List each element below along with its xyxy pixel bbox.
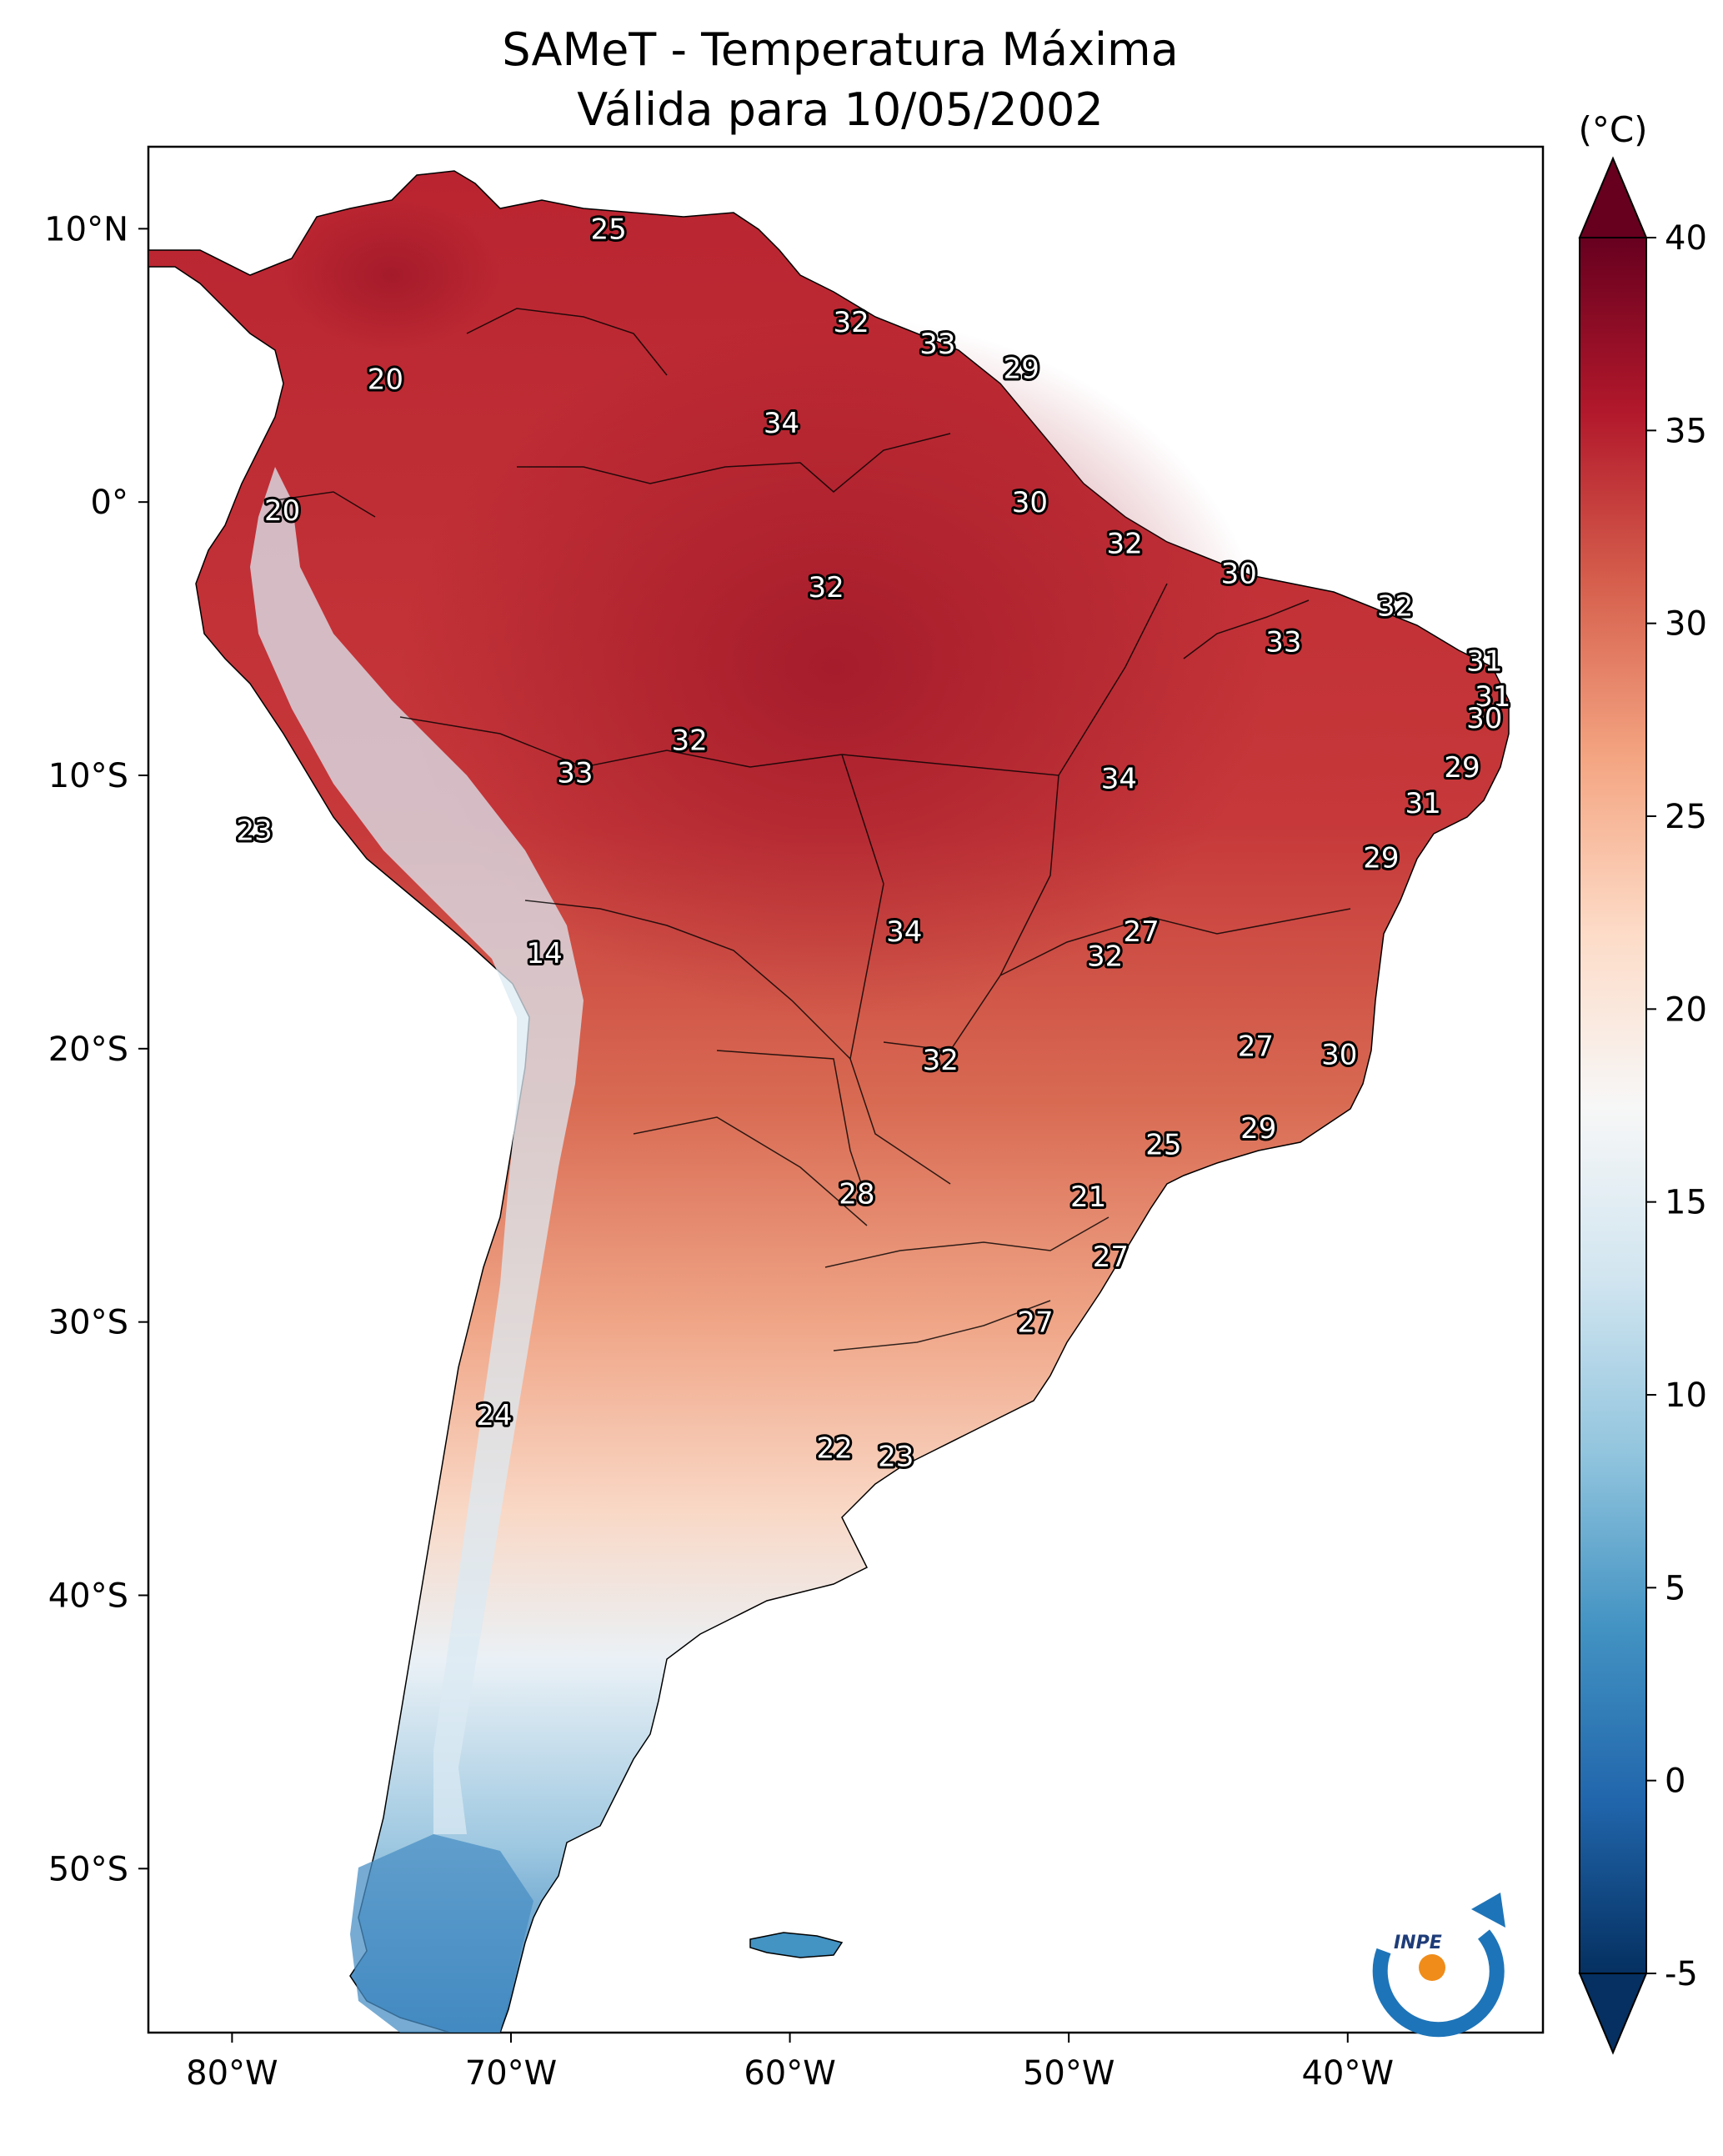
inpe-logo-dot [1419, 1954, 1445, 1981]
station-temperature-label: 34 [764, 407, 799, 440]
station-temperature-label: 32 [1106, 527, 1142, 560]
station-temperature-label: 27 [1093, 1241, 1129, 1274]
x-tick-label: 40°W [1302, 2054, 1394, 2093]
station-temperature-label: 14 [526, 937, 562, 970]
station-temperature-label: 20 [368, 364, 403, 397]
y-tick-label: 20°S [48, 1030, 128, 1069]
inpe-logo-arc [1372, 1929, 1505, 2038]
y-tick-label: 10°S [48, 757, 128, 795]
station-temperature-label: 30 [1321, 1038, 1357, 1071]
station-temperature-label: 30 [1221, 557, 1257, 590]
station-temperature-label: 30 [1466, 702, 1502, 735]
station-temperature-label: 30 [1012, 486, 1048, 519]
x-tick-label: 50°W [1023, 2054, 1114, 2093]
patagonia-cold [350, 1834, 533, 2033]
station-temperature-label: 27 [1238, 1030, 1274, 1064]
station-temperature-label: 25 [590, 213, 626, 246]
y-tick-label: 10°N [44, 210, 128, 248]
inpe-logo-arrow [1471, 1893, 1505, 1928]
station-temperature-label: 32 [1087, 940, 1123, 973]
inpe-logo: INPE [1372, 1893, 1505, 2038]
y-tick-label: 30°S [48, 1304, 128, 1342]
colorbar-tick-label: 25 [1665, 798, 1707, 836]
colorbar-tick-label: 10 [1665, 1376, 1707, 1415]
colorbar-unit: (°C) [1578, 109, 1647, 150]
station-temperature-label: 28 [839, 1178, 874, 1211]
station-temperature-label: 34 [1101, 762, 1137, 795]
station-temperature-label: 33 [919, 328, 955, 361]
colorbar-tick-label: 40 [1665, 219, 1707, 258]
station-temperature-label: 27 [1124, 915, 1160, 949]
station-temperature-label: 31 [1475, 680, 1510, 714]
station-temperature-label: 33 [1265, 625, 1301, 659]
station-temperature-label: 32 [834, 306, 869, 339]
colorbar-extend-bottom [1578, 1973, 1648, 2055]
y-axis: 10°N 0° 10°S 20°S 30°S 40°S 50°S [44, 210, 148, 1888]
station-temperature-label: 32 [923, 1044, 959, 1077]
falkland-islands [749, 1932, 844, 1958]
map-land [148, 170, 1510, 2033]
station-temperature-label: 29 [1444, 751, 1480, 785]
station-temperature-label: 24 [476, 1399, 512, 1432]
colorbar: (°C) 40 35 30 25 20 15 10 5 0 -5 [1578, 109, 1707, 2055]
hot-core-north [283, 200, 500, 350]
colorbar-tick-label: 30 [1665, 605, 1707, 644]
station-temperature-label: 33 [557, 757, 593, 790]
colorbar-extend-top [1578, 156, 1648, 238]
chart-title-line2: Válida para 10/05/2002 [577, 83, 1103, 136]
y-tick-label: 0° [91, 484, 128, 522]
station-temperature-label: 23 [237, 815, 273, 848]
station-temperature-label: 29 [1363, 841, 1399, 875]
x-tick-label: 80°W [186, 2054, 278, 2093]
station-temperature-label: 29 [1004, 353, 1039, 386]
station-temperature-label: 20 [264, 494, 300, 528]
colorbar-tick-label: 0 [1665, 1762, 1685, 1801]
station-temperature-label: 23 [878, 1440, 914, 1473]
colorbar-tick-label: 5 [1665, 1569, 1685, 1607]
station-temperature-label: 31 [1405, 787, 1440, 820]
colorbar-body [1579, 237, 1647, 1974]
y-tick-label: 50°S [48, 1850, 128, 1888]
station-temperature-label: 21 [1070, 1181, 1106, 1214]
colorbar-tick-label: 15 [1665, 1184, 1707, 1222]
x-tick-label: 60°W [744, 2054, 835, 2093]
colorbar-tick-label: 20 [1665, 990, 1707, 1029]
station-temperature-label: 32 [808, 571, 844, 604]
station-temperature-label: 29 [1240, 1112, 1276, 1146]
country-borders [274, 308, 1351, 1351]
colorbar-tick-label: -5 [1665, 1955, 1698, 1993]
station-temperature-label: 25 [1145, 1129, 1181, 1162]
andes-cool-band [250, 467, 584, 1834]
station-temperature-label: 32 [671, 724, 707, 757]
station-temperature-label: 22 [816, 1431, 852, 1465]
hot-core-amazon [400, 317, 1267, 1017]
station-temperature-label: 27 [1017, 1306, 1053, 1340]
station-temperature-label: 34 [886, 915, 922, 949]
colorbar-ticks: 40 35 30 25 20 15 10 5 0 -5 [1646, 219, 1707, 1993]
y-tick-label: 40°S [48, 1577, 128, 1615]
inpe-logo-text: INPE [1394, 1933, 1442, 1953]
chart-title-line1: SAMeT - Temperatura Máxima [502, 23, 1178, 76]
colorbar-tick-label: 35 [1665, 412, 1707, 450]
x-tick-label: 70°W [465, 2054, 557, 2093]
station-temperature-label: 32 [1377, 590, 1413, 624]
x-axis: 80°W 70°W 60°W 50°W 40°W [186, 2033, 1394, 2093]
station-temperature-label: 31 [1466, 644, 1502, 678]
